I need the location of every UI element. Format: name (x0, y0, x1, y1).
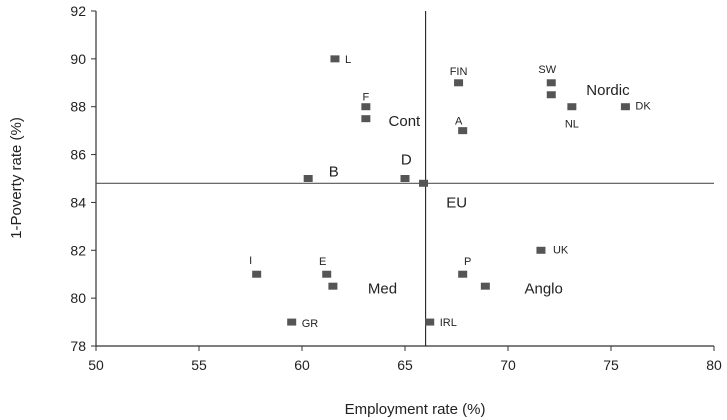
y-tick-label: 78 (70, 338, 86, 354)
group-labels: Nordic Cont B D EU Med Anglo (329, 82, 630, 298)
data-point (620, 103, 630, 111)
data-point (287, 318, 297, 326)
x-tick-label: 60 (294, 357, 310, 373)
y-tick-label: 84 (70, 194, 86, 210)
point-label: IRL (440, 317, 457, 329)
y-tick-label: 90 (70, 51, 86, 67)
x-tick-label: 70 (500, 357, 516, 373)
point-label: GR (302, 318, 319, 330)
data-point (480, 282, 490, 290)
point-label: NL (565, 119, 579, 131)
data-point (536, 246, 546, 254)
data-point (328, 282, 338, 290)
point-label: F (362, 92, 369, 104)
point-label: FIN (450, 66, 468, 78)
y-tick-label: 82 (70, 242, 86, 258)
point-label: SW (538, 64, 556, 76)
axes-group: 50 55 60 65 70 75 80 78 80 82 84 86 88 90 92 (70, 3, 722, 373)
group-label: Nordic (586, 82, 630, 99)
point-label: DK (635, 101, 651, 113)
data-point (546, 79, 556, 87)
data-point (322, 270, 332, 278)
x-tick-label: 55 (191, 357, 207, 373)
data-point (454, 79, 464, 87)
group-label: D (401, 151, 412, 168)
point-label: L (345, 54, 351, 66)
data-point (361, 115, 371, 123)
group-label: B (329, 163, 339, 180)
group-label: Med (368, 281, 397, 298)
data-point (567, 103, 577, 111)
data-point (419, 179, 429, 187)
x-tick-label: 65 (397, 357, 413, 373)
data-point (303, 175, 313, 182)
point-label: P (464, 256, 471, 268)
y-tick-label: 86 (70, 147, 86, 163)
point-label: I (249, 255, 252, 267)
data-point (361, 103, 371, 111)
reference-lines (96, 11, 714, 346)
y-tick-label: 88 (70, 99, 86, 115)
point-label: E (319, 256, 326, 268)
x-tick-label: 50 (88, 357, 104, 373)
group-label: Anglo (524, 281, 562, 298)
group-label: Cont (389, 113, 422, 130)
data-point (546, 91, 556, 99)
data-point (425, 318, 435, 326)
y-axis-title: 1-Poverty rate (%) (8, 117, 25, 239)
data-point (400, 175, 410, 182)
x-tick-label: 75 (603, 357, 619, 373)
point-label: A (455, 116, 463, 128)
x-axis-title: Employment rate (%) (345, 401, 486, 418)
y-tick-label: 80 (70, 290, 86, 306)
x-tick-label: 80 (706, 357, 722, 373)
y-tick-label: 92 (70, 3, 86, 19)
point-label: UK (553, 244, 569, 256)
group-label: EU (446, 194, 467, 211)
data-points: L F FIN SW NL DK A I E P UK GR IRL (249, 54, 651, 330)
data-point (458, 127, 468, 135)
data-point (458, 270, 468, 278)
data-point (252, 270, 262, 278)
data-point (330, 55, 340, 63)
